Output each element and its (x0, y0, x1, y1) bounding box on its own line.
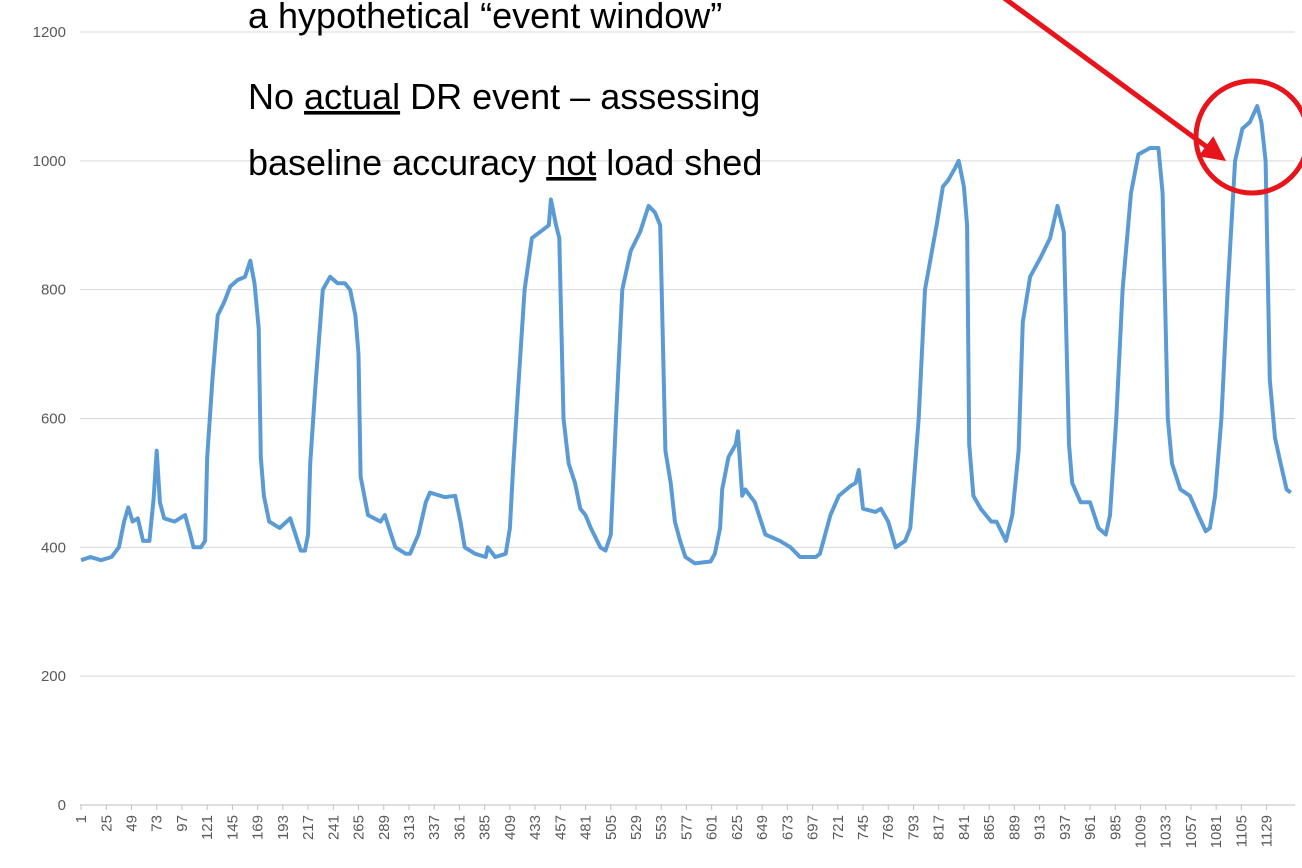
x-tick-label: 1009 (1132, 815, 1149, 848)
annotation-part: a hypothetical “event window” (248, 0, 722, 36)
x-tick-label: 1057 (1183, 815, 1200, 848)
x-tick-label: 1081 (1208, 815, 1225, 848)
x-tick-label: 697 (805, 815, 822, 840)
plot (80, 104, 1293, 566)
x-tick-label: 793 (905, 815, 922, 840)
x-tick-label: 409 (502, 815, 519, 840)
y-tick-label: 1200 (33, 24, 66, 41)
x-tick-label: 1105 (1233, 815, 1250, 847)
x-tick-label: 481 (578, 815, 595, 840)
annotation: baseline accuracy not load shed (248, 142, 762, 183)
annotation-part: actual (304, 76, 400, 117)
annotation-part: load shed (596, 142, 762, 183)
x-tick-label: 337 (426, 815, 443, 840)
x-tick-label: 73 (149, 815, 166, 832)
x-tick-label: 385 (477, 815, 494, 840)
x-tick-label: 265 (351, 815, 368, 840)
x-tick-label: 241 (325, 815, 342, 840)
x-tick-label: 817 (931, 815, 948, 840)
x-tick-label: 1033 (1158, 815, 1175, 848)
x-tick-label: 457 (552, 815, 569, 840)
x-tick-label: 193 (275, 815, 292, 840)
x-tick-label: 97 (174, 815, 191, 832)
arrow (1002, 0, 1227, 161)
x-tick-label: 985 (1107, 815, 1124, 840)
x-tick-label: 49 (124, 815, 141, 832)
x-tick-label: 505 (603, 815, 620, 840)
x-tick-label: 169 (250, 815, 267, 840)
x-tick-label: 961 (1082, 815, 1099, 840)
x-tick-label: 841 (956, 815, 973, 840)
y-tick-label: 600 (41, 411, 66, 428)
y-tick-label: 0 (58, 797, 66, 814)
annotation-part: not (546, 142, 596, 183)
y-tick-label: 400 (41, 539, 66, 556)
annotation-part: No (248, 76, 304, 117)
line-series (80, 104, 1293, 566)
y-tick-label: 1000 (33, 153, 66, 170)
x-tick-label: 625 (729, 815, 746, 840)
annotation: No actual DR event – assessing (248, 76, 760, 117)
x-tick-label: 865 (981, 815, 998, 840)
x-tick-label: 217 (300, 815, 317, 840)
x-tick-label: 889 (1006, 815, 1023, 840)
highlight-circle (1193, 78, 1302, 196)
annotation: a hypothetical “event window” (248, 0, 722, 36)
x-tick-label: 433 (527, 815, 544, 840)
x-tick-label: 553 (653, 815, 670, 840)
x-tick-label: 937 (1057, 815, 1074, 840)
x-tick-label: 745 (855, 815, 872, 840)
x-tick-label: 577 (678, 815, 695, 840)
x-tick-label: 25 (98, 815, 115, 832)
x-tick-label: 913 (1032, 815, 1049, 840)
x-tick-label: 313 (401, 815, 418, 840)
x-tick-label: 721 (830, 815, 847, 840)
x-tick-label: 1 (73, 815, 90, 823)
annotation-part: baseline accuracy (248, 142, 546, 183)
annotation-part: DR event – assessing (400, 76, 760, 117)
grid: 0 200 400 600 800 1000 1200 1 25 49 73 97 121 145 169 1… (33, 24, 1295, 848)
x-tick-label: 673 (779, 815, 796, 840)
x-tick-label: 361 (451, 815, 468, 840)
y-tick-label: 800 (41, 282, 66, 299)
x-tick-label: 601 (704, 815, 721, 840)
x-tick-label: 769 (880, 815, 897, 840)
x-tick-label: 121 (199, 815, 216, 840)
y-tick-label: 200 (41, 668, 66, 685)
x-tick-label: 289 (376, 815, 393, 840)
annotations: a hypothetical “event window” No actual D… (248, 0, 762, 183)
x-tick-label: 529 (628, 815, 645, 840)
x-tick-label: 1129 (1259, 815, 1276, 847)
x-tick-label: 145 (224, 815, 241, 840)
x-tick-label: 649 (754, 815, 771, 840)
